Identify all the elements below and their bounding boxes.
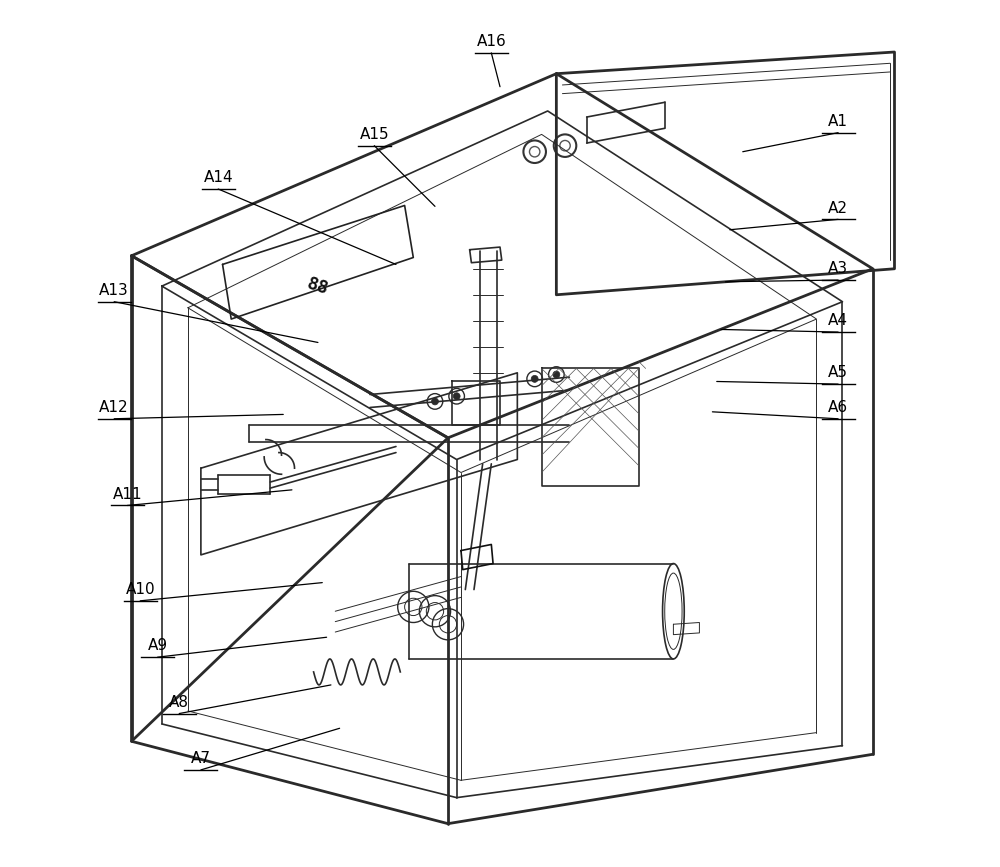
Text: A12: A12 [99,400,129,415]
Text: 88: 88 [305,274,331,298]
Text: A15: A15 [359,127,389,142]
Text: A2: A2 [828,200,848,216]
Text: A8: A8 [169,694,189,710]
Circle shape [553,371,560,378]
Text: A13: A13 [99,283,129,298]
Circle shape [531,375,538,382]
Text: A1: A1 [828,114,848,129]
Text: A7: A7 [191,751,211,766]
Circle shape [432,398,438,405]
Text: A14: A14 [203,170,233,186]
Text: A16: A16 [476,34,506,49]
Circle shape [453,393,460,400]
Text: A6: A6 [828,400,848,415]
Text: A10: A10 [125,582,155,597]
Text: A4: A4 [828,313,848,329]
Text: A3: A3 [828,261,848,277]
Text: A9: A9 [147,638,168,654]
Text: A5: A5 [828,365,848,381]
Text: A11: A11 [112,486,142,502]
